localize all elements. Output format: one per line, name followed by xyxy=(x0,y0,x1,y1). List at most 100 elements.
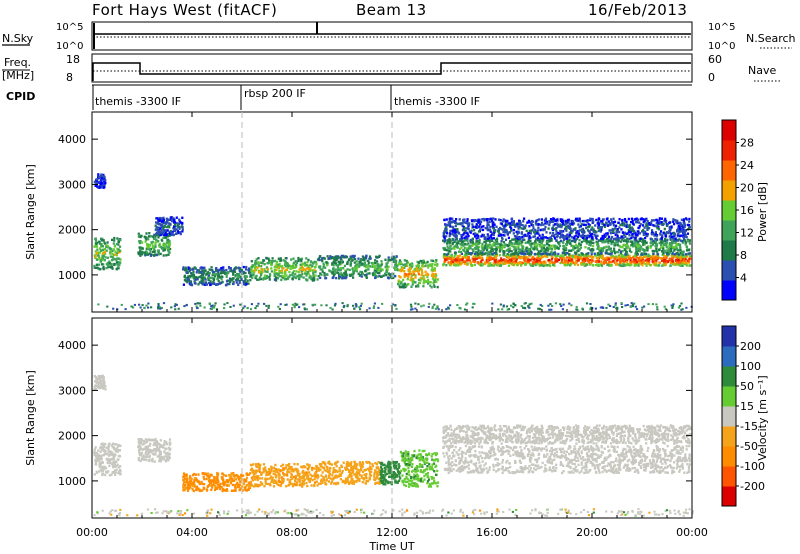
data-cell xyxy=(148,235,151,238)
data-cell xyxy=(487,264,490,267)
data-cell xyxy=(559,303,562,306)
data-cell xyxy=(570,258,573,261)
data-cell xyxy=(672,220,675,223)
data-cell xyxy=(528,229,531,233)
data-cell xyxy=(458,218,461,221)
data-cell xyxy=(434,272,437,276)
data-cell xyxy=(98,251,101,255)
data-cell xyxy=(516,222,519,226)
data-cell xyxy=(447,223,450,227)
data-cell xyxy=(256,266,259,269)
data-cell xyxy=(681,262,684,266)
data-cell xyxy=(544,217,547,220)
data-cell xyxy=(600,264,603,267)
data-cell xyxy=(467,252,470,255)
data-cell xyxy=(653,241,656,244)
data-cell xyxy=(334,302,337,305)
data-cell xyxy=(560,258,564,262)
data-cell xyxy=(676,227,680,230)
data-cell xyxy=(153,248,156,251)
data-cell xyxy=(666,251,669,255)
data-cell xyxy=(588,263,591,266)
data-cell xyxy=(115,259,118,262)
data-cell xyxy=(625,223,628,226)
data-cell xyxy=(517,253,520,256)
data-cell xyxy=(528,303,531,306)
noise-tick-left-top: 10^5 xyxy=(56,22,83,33)
data-cell xyxy=(503,234,506,237)
data-cell xyxy=(688,240,691,243)
data-cell xyxy=(540,218,543,221)
data-cell xyxy=(561,218,564,221)
data-cell xyxy=(571,255,574,259)
data-cell xyxy=(656,254,660,258)
data-cell xyxy=(684,243,687,246)
data-cell xyxy=(570,262,573,266)
data-cell xyxy=(280,259,283,262)
data-cell xyxy=(207,278,210,281)
data-cell xyxy=(507,308,511,311)
date-label: 16/Feb/2013 xyxy=(588,1,687,19)
data-cell xyxy=(670,253,673,256)
data-cell xyxy=(323,257,326,260)
data-cell xyxy=(284,265,288,268)
data-cell xyxy=(400,266,403,269)
data-cell xyxy=(435,274,438,277)
data-cell xyxy=(526,256,529,260)
data-cell xyxy=(149,249,152,253)
data-cell xyxy=(141,253,144,256)
data-cell xyxy=(425,262,428,265)
data-cell xyxy=(660,250,664,253)
data-cell xyxy=(622,254,626,257)
data-cell xyxy=(524,233,527,237)
data-cell xyxy=(164,236,167,239)
data-cell xyxy=(530,252,533,256)
data-cell xyxy=(445,308,448,311)
data-cell xyxy=(624,235,627,238)
data-cell xyxy=(580,257,583,260)
data-cell xyxy=(656,308,659,311)
data-cell xyxy=(166,220,169,223)
data-cell xyxy=(620,259,623,263)
data-cell xyxy=(148,248,151,251)
data-cell xyxy=(554,302,557,305)
data-cell xyxy=(622,256,626,259)
data-cell xyxy=(100,263,104,266)
data-cell xyxy=(592,244,595,248)
data-cell xyxy=(630,217,633,220)
data-cell xyxy=(505,256,508,259)
data-cell xyxy=(242,280,245,283)
data-cell xyxy=(553,235,556,238)
data-cell xyxy=(631,220,634,223)
data-cell xyxy=(418,268,421,271)
data-cell xyxy=(372,305,376,308)
data-cell xyxy=(298,276,301,280)
data-cell xyxy=(615,241,618,244)
data-cell xyxy=(377,266,380,270)
data-cell xyxy=(487,250,490,254)
data-cell xyxy=(592,249,595,252)
data-cell xyxy=(456,263,459,266)
data-cell xyxy=(628,234,631,237)
data-cell xyxy=(609,305,612,307)
data-cell xyxy=(607,256,610,259)
data-cell xyxy=(444,223,448,227)
data-cell xyxy=(192,276,195,279)
data-cell xyxy=(619,250,622,253)
data-cell xyxy=(603,233,606,236)
data-cell xyxy=(290,258,293,261)
data-cell xyxy=(539,303,542,306)
data-cell xyxy=(449,229,452,233)
data-cell xyxy=(472,232,475,236)
data-cell xyxy=(332,276,335,279)
data-cell xyxy=(636,233,639,236)
data-cell xyxy=(486,237,490,240)
data-cell xyxy=(376,256,379,259)
data-cell xyxy=(404,284,407,287)
data-cell xyxy=(623,257,626,261)
data-cell xyxy=(366,272,369,275)
data-cell xyxy=(300,265,303,268)
data-cell xyxy=(471,306,474,309)
data-cell xyxy=(144,240,147,243)
